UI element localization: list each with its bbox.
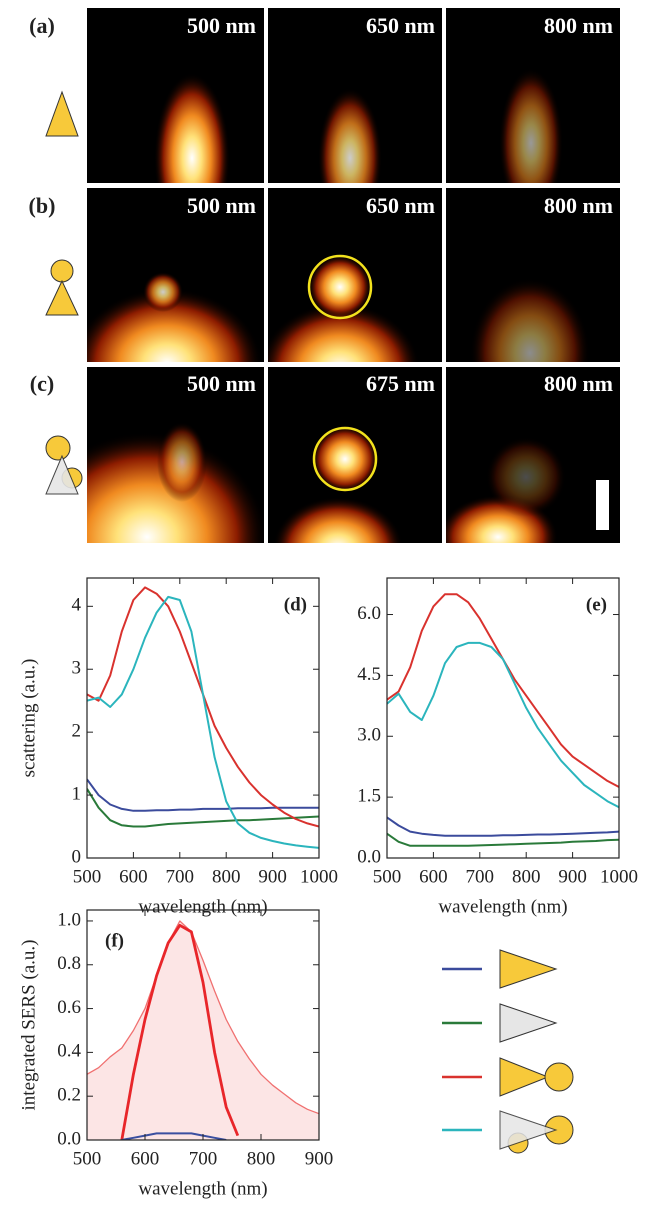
wavelength-label: 800 nm — [544, 193, 613, 218]
line — [120, 923, 240, 1140]
wavelength-label: 500 nm — [187, 193, 256, 218]
x-axis-label: wavelength (nm) — [138, 896, 267, 917]
y-tick-label: 0.8 — [57, 953, 81, 974]
row-label: (a) — [29, 13, 55, 38]
icon — [45, 454, 79, 495]
y-tick-label: 0.0 — [57, 1128, 81, 1149]
y-tick-label: 0.0 — [357, 846, 381, 867]
x-tick-label: 500 — [73, 1148, 102, 1169]
icon — [45, 90, 79, 137]
x-axis-label: wavelength (nm) — [438, 896, 567, 917]
icon — [544, 1062, 574, 1092]
y-tick-label: 0.2 — [57, 1085, 81, 1106]
x-tick-label: 500 — [73, 866, 102, 887]
y-tick-label: 1 — [72, 783, 82, 804]
y-tick-label: 3.0 — [357, 725, 381, 746]
wavelength-label: 500 nm — [187, 13, 256, 38]
line — [387, 593, 619, 788]
panel-label: (d) — [284, 594, 307, 615]
icon — [499, 1003, 558, 1043]
x-tick-label: 700 — [466, 866, 495, 887]
x-tick-label: 600 — [119, 866, 148, 887]
icon — [499, 1057, 550, 1097]
structure-icons — [45, 90, 83, 495]
y-tick-label: 2 — [72, 721, 82, 742]
image-cell — [268, 8, 442, 183]
line — [87, 920, 319, 1115]
wavelength-label: 800 nm — [544, 13, 613, 38]
x-axis-label: wavelength (nm) — [138, 1178, 267, 1199]
wavelength-label: 650 nm — [366, 13, 435, 38]
x-tick-label: 900 — [258, 866, 287, 887]
x-tick-label: 800 — [247, 1148, 276, 1169]
line — [87, 586, 319, 828]
icon — [45, 279, 79, 316]
x-tick-label: 600 — [419, 866, 448, 887]
line — [387, 832, 619, 847]
image-cell — [446, 8, 620, 183]
x-tick-label: 700 — [189, 1148, 218, 1169]
plot-area — [87, 586, 319, 849]
panel-label: (e) — [586, 594, 607, 615]
legend-icons — [499, 949, 574, 1154]
image-cell — [87, 367, 264, 543]
image-grid — [87, 8, 620, 543]
axes-frame — [386, 577, 620, 859]
x-tick-label: 900 — [305, 1148, 334, 1169]
x-tick-label: 800 — [512, 866, 541, 887]
axes-frame — [86, 577, 320, 859]
x-tick-label: 900 — [558, 866, 587, 887]
line — [87, 595, 319, 849]
x-tick-label: 800 — [212, 866, 241, 887]
x-tick-label: 700 — [166, 866, 195, 887]
icon — [499, 1110, 558, 1150]
line — [87, 788, 319, 828]
image-cell — [87, 8, 264, 183]
row-labels: (a) (b) (c) — [29, 13, 56, 396]
x-tick-label: 1000 — [300, 866, 338, 887]
wavelength-label: 650 nm — [366, 193, 435, 218]
wavelength-label: 500 nm — [187, 371, 256, 396]
icon — [50, 259, 74, 283]
x-tick-label: 1000 — [600, 866, 638, 887]
panel-label: (f) — [105, 930, 124, 951]
y-tick-label: 0 — [72, 846, 82, 867]
icon — [45, 435, 71, 461]
y-tick-label: 4.5 — [357, 664, 381, 685]
wavelength-label: 800 nm — [544, 371, 613, 396]
image-cell — [268, 367, 442, 543]
plot-area — [387, 593, 619, 847]
y-tick-label: 0.4 — [57, 1041, 81, 1062]
x-tick-label: 600 — [131, 1148, 160, 1169]
y-tick-label: 1.5 — [357, 785, 381, 806]
line — [387, 641, 619, 809]
y-tick-label: 3 — [72, 658, 82, 679]
wavelength-labels: 500 nm 650 nm 800 nm 500 nm 650 nm 800 n… — [187, 13, 613, 396]
y-tick-label: 4 — [72, 595, 82, 616]
image-cell — [446, 188, 620, 362]
line — [121, 1132, 227, 1140]
area — [87, 920, 319, 1140]
row-label: (b) — [29, 193, 56, 218]
image-cell — [87, 188, 264, 362]
wavelength-label: 675 nm — [366, 371, 435, 396]
y-tick-label: 6.0 — [357, 603, 381, 624]
y-axis-label: integrated SERS (a.u.) — [18, 940, 39, 1111]
line — [387, 816, 619, 837]
image-cell — [268, 188, 442, 362]
plot-area — [87, 920, 319, 1140]
icon — [499, 949, 558, 989]
y-tick-label: 1.0 — [57, 909, 81, 930]
image-cell — [446, 367, 620, 543]
line — [87, 778, 319, 812]
row-label: (c) — [30, 371, 54, 396]
y-axis-label: scattering (a.u.) — [18, 659, 39, 778]
y-tick-label: 0.6 — [57, 997, 81, 1018]
x-tick-label: 500 — [373, 866, 402, 887]
